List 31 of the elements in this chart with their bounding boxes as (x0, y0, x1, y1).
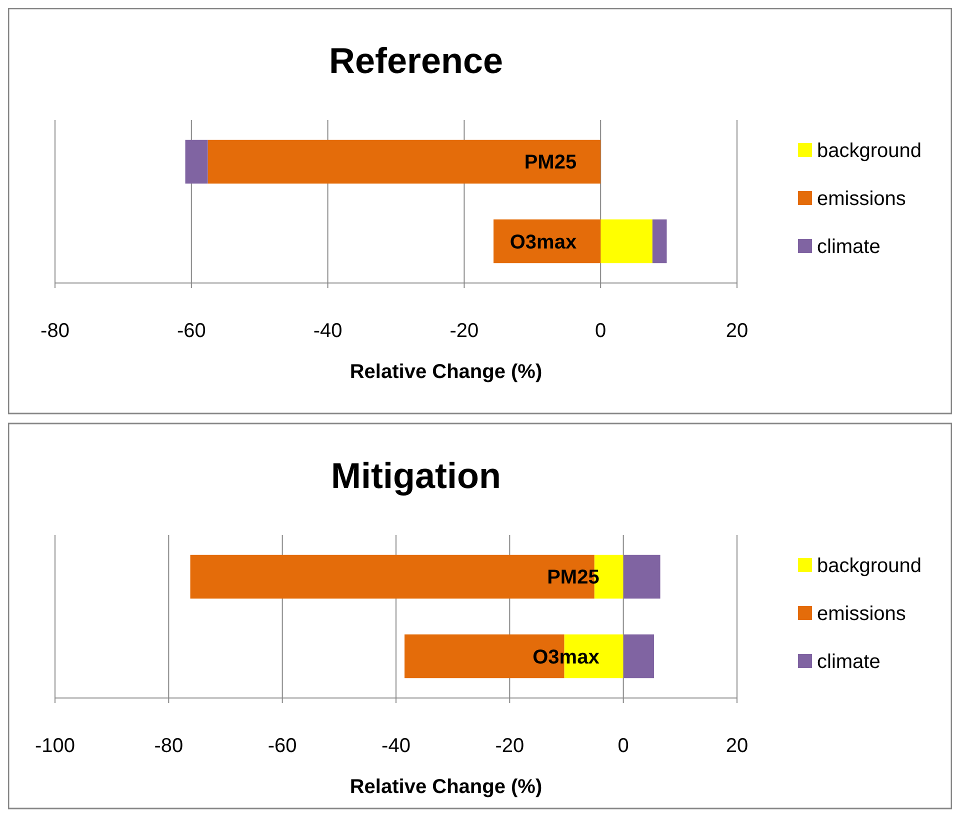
x-axis-title: Relative Change (%) (350, 361, 542, 383)
y-tick-label: O3max (510, 231, 577, 254)
x-tick-label: -100 (34, 735, 76, 757)
x-tick-label: 0 (618, 735, 629, 757)
x-tick-label: -20 (450, 320, 479, 342)
y-tick-label: PM25 (524, 152, 577, 174)
bar (623, 634, 654, 678)
legend-label: emissions (817, 603, 906, 625)
x-tick-label: 0 (595, 320, 606, 342)
x-axis-title: Relative Change (%) (350, 776, 542, 798)
chart-title: Reference (328, 40, 504, 81)
x-tick-label: -80 (154, 735, 184, 757)
legend-label: background (817, 555, 922, 577)
bar (652, 219, 667, 264)
x-tick-label: 20 (726, 320, 748, 342)
x-tick-label: -40 (313, 320, 342, 342)
x-tick-label: -60 (176, 320, 206, 342)
x-tick-label: -20 (495, 735, 524, 757)
legend-label: background (817, 140, 922, 162)
legend-label: climate (817, 651, 880, 673)
x-tick-label: -40 (382, 735, 410, 757)
bar (600, 219, 652, 264)
bar (185, 140, 208, 184)
bar (208, 140, 601, 184)
x-tick-label: -80 (40, 320, 70, 342)
legend-label: emissions (817, 188, 906, 210)
bar (623, 554, 660, 599)
chart-title: Mitigation (331, 455, 501, 496)
x-tick-label: -60 (268, 735, 297, 757)
legend-label: climate (817, 236, 880, 258)
x-tick-label: 20 (726, 735, 748, 757)
